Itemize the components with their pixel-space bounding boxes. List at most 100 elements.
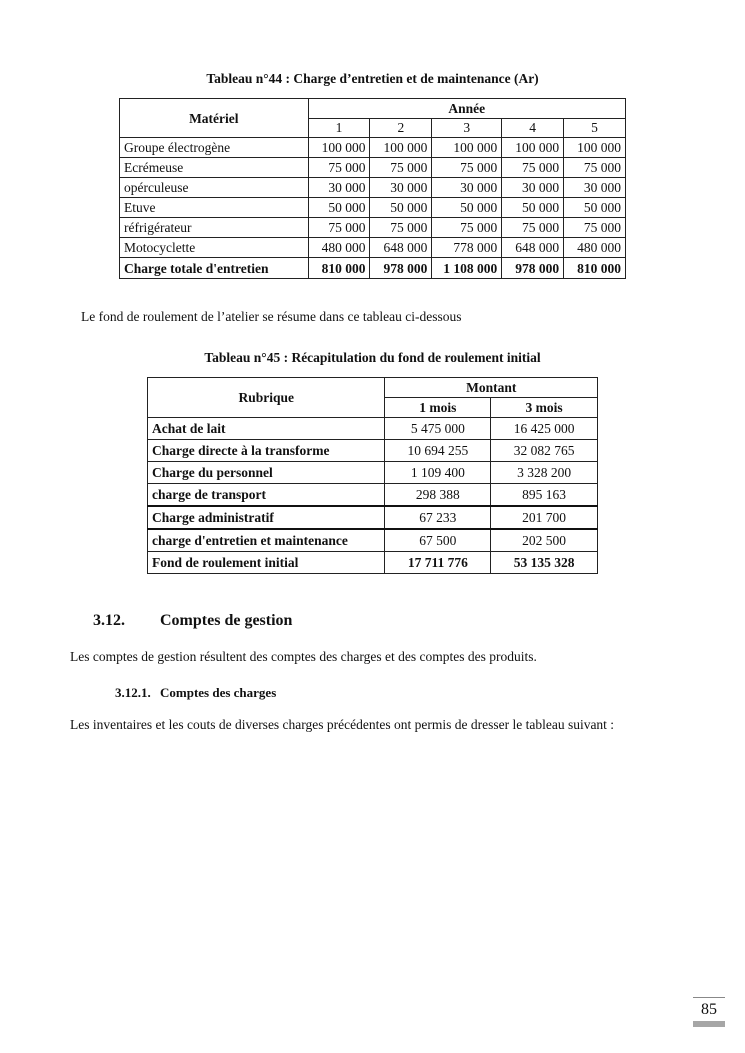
value-cell: 100 000: [501, 137, 565, 158]
value-cell: 16 425 000: [490, 417, 598, 440]
value-cell: 30 000: [369, 177, 433, 198]
value-cell: 100 000: [563, 137, 626, 158]
value-cell: 30 000: [563, 177, 626, 198]
table-row: Groupe électrogène 100 000 100 000 100 000 1…: [119, 137, 626, 158]
subsection-heading: 3.12.1. Comptes des charges: [115, 685, 276, 701]
value-cell: 778 000: [431, 237, 503, 258]
value-cell: 50 000: [307, 197, 371, 218]
row-label: Fond de roulement initial: [146, 551, 386, 574]
section-heading: 3.12. Comptes de gestion: [93, 612, 292, 630]
value-cell: 978 000: [369, 257, 433, 279]
column-header: Matériel: [119, 98, 309, 138]
section-number: 3.12.: [93, 612, 125, 629]
value-cell: 10 694 255: [384, 439, 492, 462]
value-cell: 5 475 000: [384, 417, 492, 440]
year-header: 4: [501, 118, 565, 138]
value-cell: 810 000: [307, 257, 371, 279]
table-row: Ecrémeuse 75 000 75 000 75 000 75 000 75 000: [119, 157, 626, 178]
group-header: Année: [307, 98, 627, 119]
year-header: 5: [563, 118, 626, 138]
section-title: Comptes de gestion: [160, 612, 293, 629]
row-label: Charge du personnel: [146, 461, 386, 484]
value-cell: 648 000: [501, 237, 565, 258]
value-cell: 202 500: [490, 528, 598, 552]
value-cell: 32 082 765: [490, 439, 598, 462]
table45-caption: Tableau n°45 : Récapitulation du fond de…: [204, 350, 541, 365]
row-label: Groupe électrogène: [119, 137, 309, 158]
table-row: opérculeuse 30 000 30 000 30 000 30 000 30 00…: [119, 177, 626, 198]
table-row: Charge directe à la transforme 10 694 255…: [146, 439, 598, 462]
period-header: 1 mois: [384, 397, 492, 418]
section-paragraph: Les comptes de gestion résultent des com…: [70, 649, 537, 664]
subsection-paragraph: Les inventaires et les couts de diverses…: [70, 717, 615, 732]
group-header: Montant: [384, 377, 598, 398]
row-label: Charge totale d'entretien: [119, 257, 309, 279]
value-cell: 75 000: [563, 217, 626, 238]
year-header: 3: [431, 118, 503, 138]
row-label: réfrigérateur: [119, 217, 309, 238]
table-row: Charge administratif 67 233 201 700: [146, 505, 598, 530]
value-cell: 978 000: [501, 257, 565, 279]
table-44: Matériel Année 1 2 3 4 5 Groupe électrogène 100 …: [119, 98, 627, 279]
table-row: charge de transport 298 388 895 163: [146, 483, 598, 507]
value-cell: 201 700: [490, 505, 598, 530]
value-cell: 895 163: [490, 483, 598, 507]
value-cell: 67 233: [384, 505, 492, 530]
row-label: opérculeuse: [119, 177, 309, 198]
header-row: Rubrique Montant: [146, 377, 598, 418]
value-cell: 75 000: [369, 217, 433, 238]
table-row: charge d'entretien et maintenance 67 500 2…: [146, 528, 598, 552]
value-cell: 75 000: [563, 157, 626, 178]
intro-paragraph: Le fond de roulement de l’atelier se rés…: [81, 309, 462, 324]
value-cell: 67 500: [384, 528, 492, 552]
value-cell: 100 000: [431, 137, 503, 158]
value-cell: 75 000: [501, 157, 565, 178]
table-row: réfrigérateur 75 000 75 000 75 000 75 000 75 …: [119, 217, 626, 238]
subsection-number: 3.12.1.: [115, 685, 151, 700]
value-cell: 50 000: [563, 197, 626, 218]
footer-bar: [693, 1021, 725, 1027]
value-cell: 480 000: [307, 237, 371, 258]
value-cell: 50 000: [431, 197, 503, 218]
table-row: Motocyclette 480 000 648 000 778 000 648 000…: [119, 237, 626, 258]
value-cell: 648 000: [369, 237, 433, 258]
value-cell: 53 135 328: [490, 551, 598, 574]
value-cell: 480 000: [563, 237, 626, 258]
subsection-title: Comptes des charges: [160, 685, 277, 700]
value-cell: 75 000: [431, 157, 503, 178]
value-cell: 75 000: [501, 217, 565, 238]
value-cell: 30 000: [307, 177, 371, 198]
value-cell: 30 000: [501, 177, 565, 198]
total-row: Charge totale d'entretien 810 000 978 000 1…: [119, 257, 626, 279]
footer-rule: [693, 997, 725, 998]
year-header: 1: [307, 118, 371, 138]
value-cell: 75 000: [307, 157, 371, 178]
table-45: Rubrique Montant 1 mois 3 mois Achat de lait…: [146, 377, 598, 574]
value-cell: 1 108 000: [431, 257, 503, 279]
row-label: Achat de lait: [146, 417, 386, 440]
value-cell: 100 000: [369, 137, 433, 158]
period-header: 3 mois: [490, 397, 598, 418]
row-label: Charge administratif: [146, 505, 386, 530]
year-header: 2: [369, 118, 433, 138]
table-row: Charge du personnel 1 109 400 3 328 200: [146, 461, 598, 484]
value-cell: 17 711 776: [384, 551, 492, 574]
value-cell: 30 000: [431, 177, 503, 198]
value-cell: 3 328 200: [490, 461, 598, 484]
table-row: Achat de lait 5 475 000 16 425 000: [146, 417, 598, 440]
value-cell: 298 388: [384, 483, 492, 507]
row-label: charge d'entretien et maintenance: [146, 528, 386, 552]
value-cell: 75 000: [431, 217, 503, 238]
table-row: Etuve 50 000 50 000 50 000 50 000 50 000: [119, 197, 626, 218]
row-label: Charge directe à la transforme: [146, 439, 386, 462]
table44-caption: Tableau n°44 : Charge d’entretien et de …: [206, 71, 539, 86]
row-label: Motocyclette: [119, 237, 309, 258]
total-row: Fond de roulement initial 17 711 776 53 13…: [146, 551, 598, 574]
value-cell: 75 000: [369, 157, 433, 178]
page-number: 85: [701, 1001, 717, 1018]
value-cell: 75 000: [307, 217, 371, 238]
value-cell: 50 000: [501, 197, 565, 218]
header-row: Matériel Année: [119, 98, 627, 138]
